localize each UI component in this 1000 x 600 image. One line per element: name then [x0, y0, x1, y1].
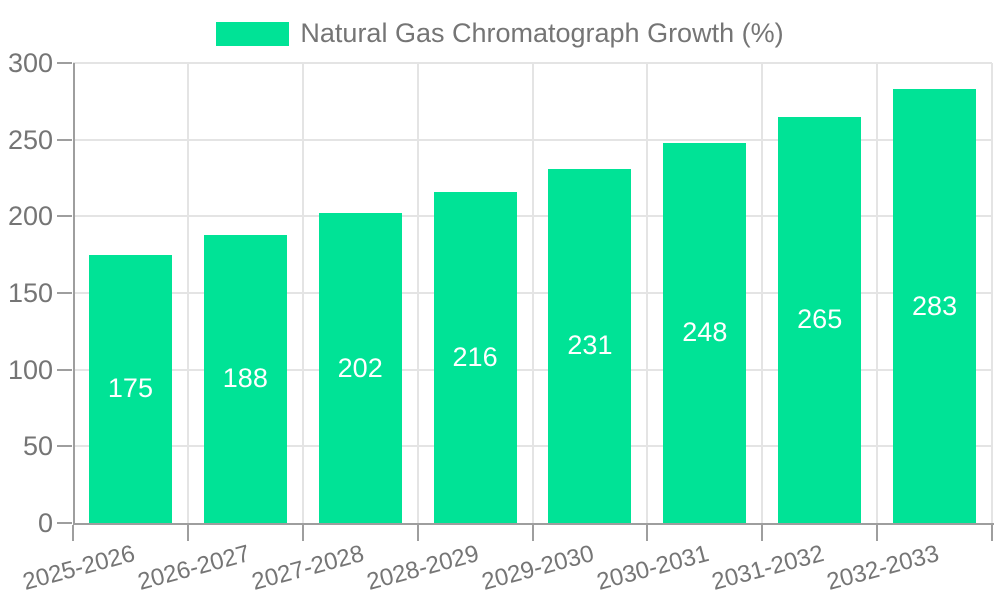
- y-tick-mark: [57, 62, 72, 64]
- bar[interactable]: 216: [433, 191, 517, 523]
- x-gridline: [301, 63, 304, 523]
- x-tick-mark: [416, 525, 419, 541]
- x-tick-mark: [531, 525, 534, 541]
- x-tick-mark: [646, 525, 649, 541]
- x-tick-label: 2031-2032: [708, 540, 827, 596]
- x-tick-label: 2029-2030: [479, 540, 597, 596]
- x-tick-mark: [991, 525, 993, 541]
- y-tick-label: 50: [22, 431, 53, 462]
- bar-value-label: 231: [567, 330, 613, 361]
- y-tick-mark: [57, 445, 72, 448]
- y-tick-mark: [57, 522, 72, 524]
- x-gridline: [991, 63, 993, 523]
- x-gridline: [416, 63, 419, 523]
- x-axis-line: [73, 523, 994, 525]
- bar[interactable]: 231: [548, 168, 632, 523]
- y-tick-mark: [57, 292, 72, 294]
- x-gridline: [186, 63, 189, 523]
- bar-value-label: 188: [222, 363, 268, 394]
- bar[interactable]: 248: [663, 142, 747, 523]
- bar[interactable]: 202: [318, 213, 402, 523]
- y-tick-label: 0: [37, 508, 53, 538]
- y-tick-mark: [57, 138, 72, 141]
- bar-value-label: 283: [912, 290, 958, 321]
- x-gridline: [531, 63, 534, 523]
- x-tick-label: 2030-2031: [593, 540, 712, 596]
- plot-area: 175 188 202 216 231 248 265 283: [73, 62, 993, 523]
- x-tick-label: 2026-2027: [134, 540, 253, 596]
- bar-value-label: 248: [682, 317, 728, 348]
- legend-swatch: [216, 21, 290, 46]
- y-tick-mark: [57, 215, 72, 218]
- x-tick-mark: [301, 525, 304, 541]
- y-tick-label: 250: [7, 124, 53, 155]
- x-tick-mark: [186, 525, 189, 541]
- legend[interactable]: Natural Gas Chromatograph Growth (%): [0, 18, 1000, 49]
- bar[interactable]: 283: [893, 89, 977, 523]
- y-tick-label: 300: [7, 48, 53, 78]
- bar-value-label: 216: [452, 341, 498, 372]
- x-gridline: [876, 63, 879, 523]
- x-tick-mark: [876, 525, 879, 541]
- x-tick-label: 2027-2028: [249, 540, 368, 596]
- x-tick-mark: [761, 525, 764, 541]
- bar[interactable]: 175: [88, 254, 172, 523]
- y-tick-label: 150: [7, 278, 53, 308]
- x-tick-label: 2032-2033: [823, 540, 942, 596]
- y-axis-line: [73, 63, 75, 525]
- y-tick-label: 100: [7, 354, 53, 385]
- bar-value-label: 202: [337, 352, 383, 383]
- x-tick-mark: [72, 525, 74, 541]
- x-tick-label: 2025-2026: [19, 540, 138, 596]
- bar[interactable]: 188: [203, 234, 287, 523]
- x-gridline: [646, 63, 649, 523]
- y-tick-label: 200: [7, 201, 53, 232]
- x-tick-label: 2028-2029: [364, 540, 483, 596]
- bar[interactable]: 265: [778, 116, 862, 523]
- legend-label: Natural Gas Chromatograph Growth (%): [300, 18, 784, 48]
- y-tick-mark: [57, 368, 72, 371]
- bar-value-label: 175: [107, 373, 153, 404]
- x-gridline: [761, 63, 764, 523]
- bar-value-label: 265: [797, 304, 843, 335]
